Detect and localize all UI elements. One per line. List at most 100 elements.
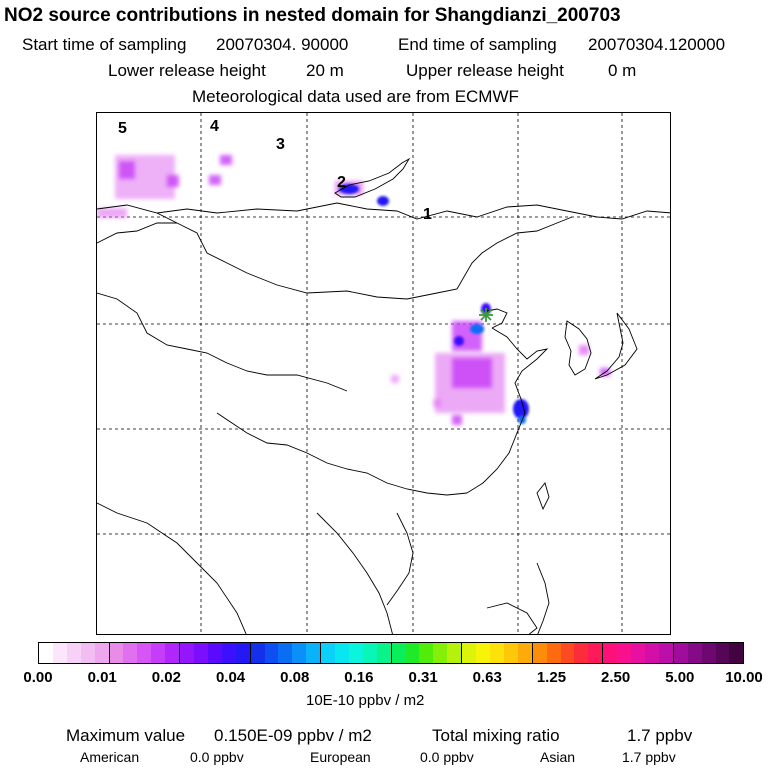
colorbar-swatch <box>631 643 645 663</box>
end-time-value: 20070304.120000 <box>588 35 726 54</box>
hotspot-tianjin <box>454 336 464 346</box>
colorbar-swatch <box>193 643 208 663</box>
colorbar-swatch <box>419 643 434 663</box>
plume-korea <box>579 345 589 355</box>
colorbar-swatch <box>137 643 152 663</box>
colorbar-tick-label: 0.01 <box>87 669 117 686</box>
meteo-source-text: Meteorological data used are from ECMWF <box>192 87 519 106</box>
plume-region-5c <box>167 175 179 187</box>
map-svg <box>97 113 670 634</box>
colorbar-swatch <box>52 643 67 663</box>
coast-east-china <box>466 327 549 494</box>
lower-release-label: Lower release height <box>108 61 266 80</box>
colorbar-swatch <box>165 643 180 663</box>
colorbar-swatch <box>503 643 518 663</box>
hotspot-beijing <box>470 324 484 334</box>
colorbar-tick-label: 10.00 <box>725 669 763 686</box>
concentration-field <box>97 155 610 425</box>
map-panel: 5 4 3 2 1 <box>96 112 671 635</box>
colorbar-swatch <box>264 643 279 663</box>
hotspot-baikal2 <box>377 196 389 206</box>
coast-indochina <box>316 512 393 634</box>
colorbar-swatch <box>672 643 688 663</box>
colorbar-swatch <box>207 643 222 663</box>
colorbar-swatch <box>546 643 561 663</box>
colorbar-swatch <box>320 643 336 663</box>
colorbar-swatch <box>249 643 265 663</box>
grid-lines <box>97 113 670 634</box>
lower-release-value: 20 m <box>306 61 344 80</box>
european-label: European <box>310 749 371 765</box>
colorbar-swatch <box>80 643 95 663</box>
station-marker <box>479 308 493 322</box>
border-russia-mongolia <box>97 202 670 220</box>
colorbar-swatch <box>602 643 618 663</box>
colorbar-tick-label: 0.02 <box>151 669 181 686</box>
border-mongolia-china <box>156 212 573 300</box>
colorbar-swatch <box>517 643 532 663</box>
colorbar-swatch <box>701 643 716 663</box>
colorbar-swatch <box>433 643 448 663</box>
region-label-4: 4 <box>210 118 219 135</box>
plume-west <box>391 375 399 383</box>
plume-region-4b <box>220 155 232 165</box>
colorbar-swatch <box>588 643 603 663</box>
colorbar-tick-label: 2.50 <box>601 669 631 686</box>
coast-philippines <box>536 562 550 634</box>
border-kazakhstan <box>97 222 177 244</box>
total-mixing-value: 1.7 ppbv <box>627 726 693 745</box>
station-cross-d2 <box>480 309 492 321</box>
border-south-china <box>216 412 468 496</box>
region-label-2: 2 <box>337 174 346 191</box>
colorbar-swatch <box>348 643 363 663</box>
colorbar-swatch <box>390 643 406 663</box>
plume-region-5b <box>119 161 135 179</box>
asian-label: Asian <box>540 749 576 765</box>
max-value: 0.150E-09 ppbv / m2 <box>214 726 372 745</box>
plume-south <box>452 415 462 425</box>
upper-release-label: Upper release height <box>406 61 564 80</box>
colorbar-swatch <box>335 643 349 663</box>
colorbar-swatch <box>235 643 250 663</box>
end-time-label: End time of sampling <box>398 35 557 54</box>
colorbar-swatch <box>687 643 702 663</box>
hotspot-baikal <box>339 184 359 194</box>
american-value: 0.0 ppbv <box>190 749 244 765</box>
coast-borneo <box>486 602 538 634</box>
colorbar-tick-label: 0.63 <box>472 669 502 686</box>
colorbar-swatch <box>66 643 81 663</box>
coast-korea <box>564 320 592 376</box>
colorbar-swatch <box>405 643 420 663</box>
colorbar-tick-label: 5.00 <box>665 669 695 686</box>
plume-region-4 <box>209 175 221 185</box>
colorbar-swatch <box>292 643 307 663</box>
colorbar-swatch <box>221 643 236 663</box>
colorbar-swatch <box>644 643 659 663</box>
colorbar-swatch <box>715 643 730 663</box>
start-time-label: Start time of sampling <box>22 35 187 54</box>
region-label-5: 5 <box>118 120 127 137</box>
total-mixing-label: Total mixing ratio <box>432 726 560 745</box>
colorbar-swatch <box>39 643 53 663</box>
colorbar-tick-label: 0.00 <box>23 669 53 686</box>
plume-edge <box>97 208 127 218</box>
colorbar-swatch <box>531 643 547 663</box>
colorbar-swatch <box>447 643 462 663</box>
colorbar <box>38 642 744 664</box>
region-label-1: 1 <box>423 206 432 223</box>
colorbar-tick-label: 0.31 <box>408 669 438 686</box>
page-title: NO2 source contributions in nested domai… <box>4 5 621 26</box>
colorbar-swatch <box>729 643 744 663</box>
start-time-value: 20070304. 90000 <box>216 35 349 54</box>
colorbar-swatch <box>560 643 575 663</box>
american-label: American <box>80 749 140 765</box>
colorbar-swatch <box>278 643 293 663</box>
colorbar-swatch <box>123 643 138 663</box>
colorbar-swatch <box>461 643 477 663</box>
plume-west2 <box>433 399 441 407</box>
european-value: 0.0 ppbv <box>420 749 474 765</box>
colorbar-unit: 10E-10 ppbv / m2 <box>306 692 425 709</box>
coast-bohai <box>486 308 508 329</box>
colorbar-swatch <box>362 643 377 663</box>
coastlines-borders <box>97 157 670 634</box>
